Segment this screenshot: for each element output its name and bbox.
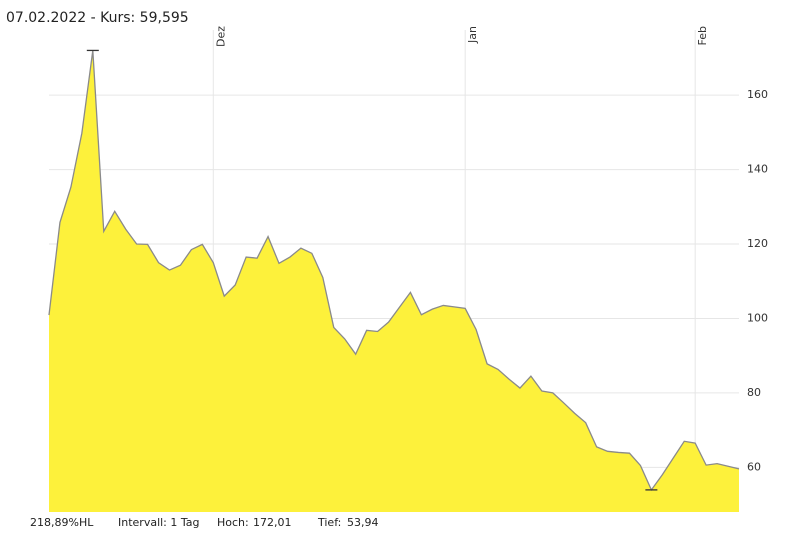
x-tick-label: Jan — [466, 26, 479, 44]
y-tick-label: 160 — [747, 88, 768, 101]
footer-info: Hoch: — [217, 516, 249, 529]
y-tick-label: 80 — [747, 386, 761, 399]
footer-info: Tief: — [317, 516, 341, 529]
area — [49, 50, 739, 512]
line — [48, 50, 740, 492]
y-tick-label: 60 — [747, 460, 761, 473]
footer-info: Intervall: 1 Tag — [118, 516, 200, 529]
footer-info: 172,01 — [253, 516, 292, 529]
footer-info: 218,89%HL — [30, 516, 94, 529]
footer-info: 53,94 — [347, 516, 379, 529]
x-tick-label: Dez — [214, 26, 227, 47]
chart-title: 07.02.2022 - Kurs: 59,595 — [6, 10, 189, 26]
y-tick-label: 120 — [747, 237, 768, 250]
y-tick-label: 140 — [747, 163, 768, 176]
x-tick-label: Feb — [696, 26, 709, 45]
y-tick-label: 100 — [747, 311, 768, 324]
